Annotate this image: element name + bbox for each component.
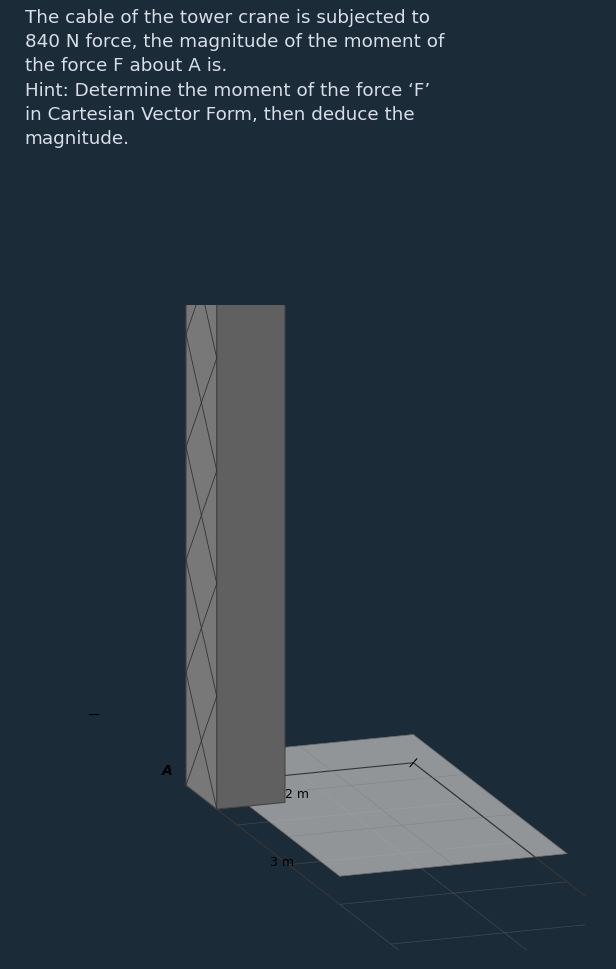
Text: 3 m: 3 m <box>270 857 294 869</box>
Polygon shape <box>217 0 285 809</box>
Text: 2 m: 2 m <box>285 788 309 801</box>
Polygon shape <box>186 735 567 876</box>
Polygon shape <box>186 0 217 809</box>
Text: The cable of the tower crane is subjected to
840 N force, the magnitude of the m: The cable of the tower crane is subjecte… <box>25 9 444 148</box>
Text: A: A <box>161 764 172 777</box>
